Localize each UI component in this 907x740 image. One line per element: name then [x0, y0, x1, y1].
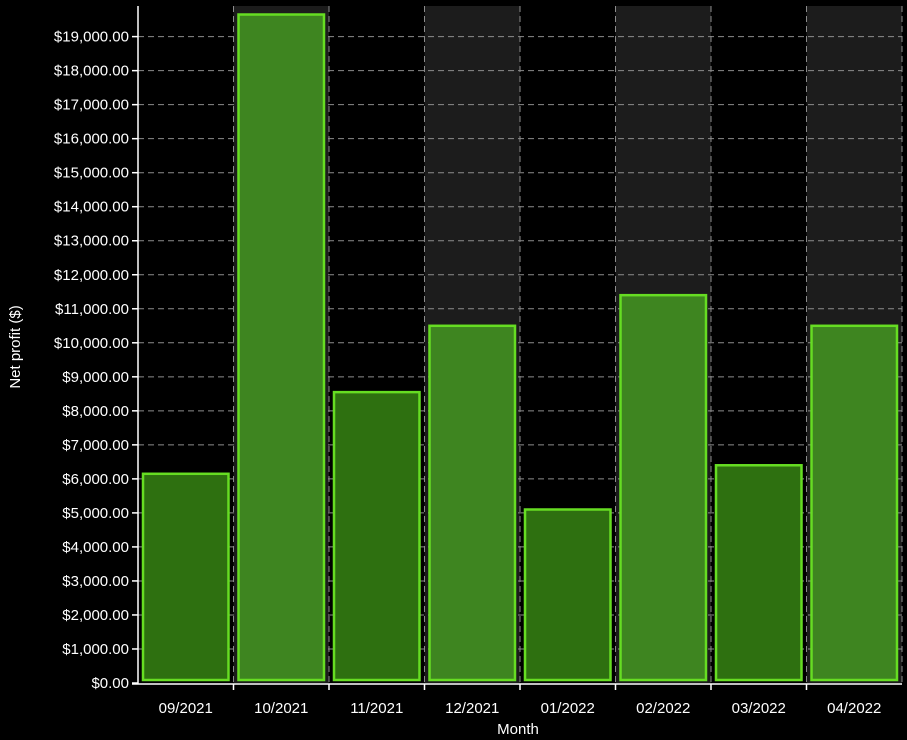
bars [141, 13, 899, 682]
bar-12/2021 [428, 324, 517, 682]
bar-01/2022 [523, 508, 612, 682]
bar-11/2021 [332, 390, 421, 682]
bar-04/2022 [810, 324, 899, 682]
y-tick-label: $9,000.00 [62, 369, 129, 386]
y-tick-label: $8,000.00 [62, 403, 129, 420]
y-tick-label: $19,000.00 [54, 29, 129, 46]
x-tick-label: 03/2022 [732, 700, 786, 717]
axes [132, 6, 902, 690]
y-tick-label: $16,000.00 [54, 131, 129, 148]
x-tick-label: 01/2022 [541, 700, 595, 717]
x-tick-label: 11/2021 [350, 700, 403, 717]
x-tick-label: 12/2021 [445, 700, 499, 717]
x-tick-label: 10/2021 [254, 700, 308, 717]
y-axis-title: Net profit ($) [7, 305, 24, 388]
y-tick-label: $6,000.00 [62, 471, 129, 488]
y-tick-label: $1,000.00 [62, 641, 129, 658]
y-tick-label: $13,000.00 [54, 233, 129, 250]
y-tick-labels: $0.00 $1,000.00 $2,000.00 $3,000.00 $4,000.0… [54, 29, 129, 692]
y-tick-label: $7,000.00 [62, 437, 129, 454]
y-tick-label: $17,000.00 [54, 97, 129, 114]
x-tick-label: 02/2022 [636, 700, 690, 717]
bar-02/2022 [619, 293, 708, 682]
bar-10/2021 [237, 13, 326, 682]
y-tick-label: $10,000.00 [54, 335, 129, 352]
y-tick-label: $4,000.00 [62, 539, 129, 556]
y-tick-label: $15,000.00 [54, 165, 129, 182]
y-tick-label: $14,000.00 [54, 199, 129, 216]
x-axis-title: Month [497, 721, 539, 738]
bar-09/2021 [141, 472, 230, 682]
y-tick-label: $18,000.00 [54, 63, 129, 80]
x-tick-label: 09/2021 [159, 700, 213, 717]
x-tick-label: 04/2022 [827, 700, 881, 717]
x-tick-labels: 09/2021 10/2021 11/2021 12/2021 01/2022 02/20… [159, 700, 882, 717]
y-tick-label: $12,000.00 [54, 267, 129, 284]
y-tick-label: $0.00 [91, 675, 129, 692]
y-tick-label: $11,000.00 [55, 301, 129, 318]
y-tick-label: $5,000.00 [62, 505, 129, 522]
y-tick-label: $3,000.00 [62, 573, 129, 590]
bar-03/2022 [714, 464, 803, 682]
y-tick-label: $2,000.00 [62, 607, 129, 624]
x-gridlines [137, 6, 903, 683]
